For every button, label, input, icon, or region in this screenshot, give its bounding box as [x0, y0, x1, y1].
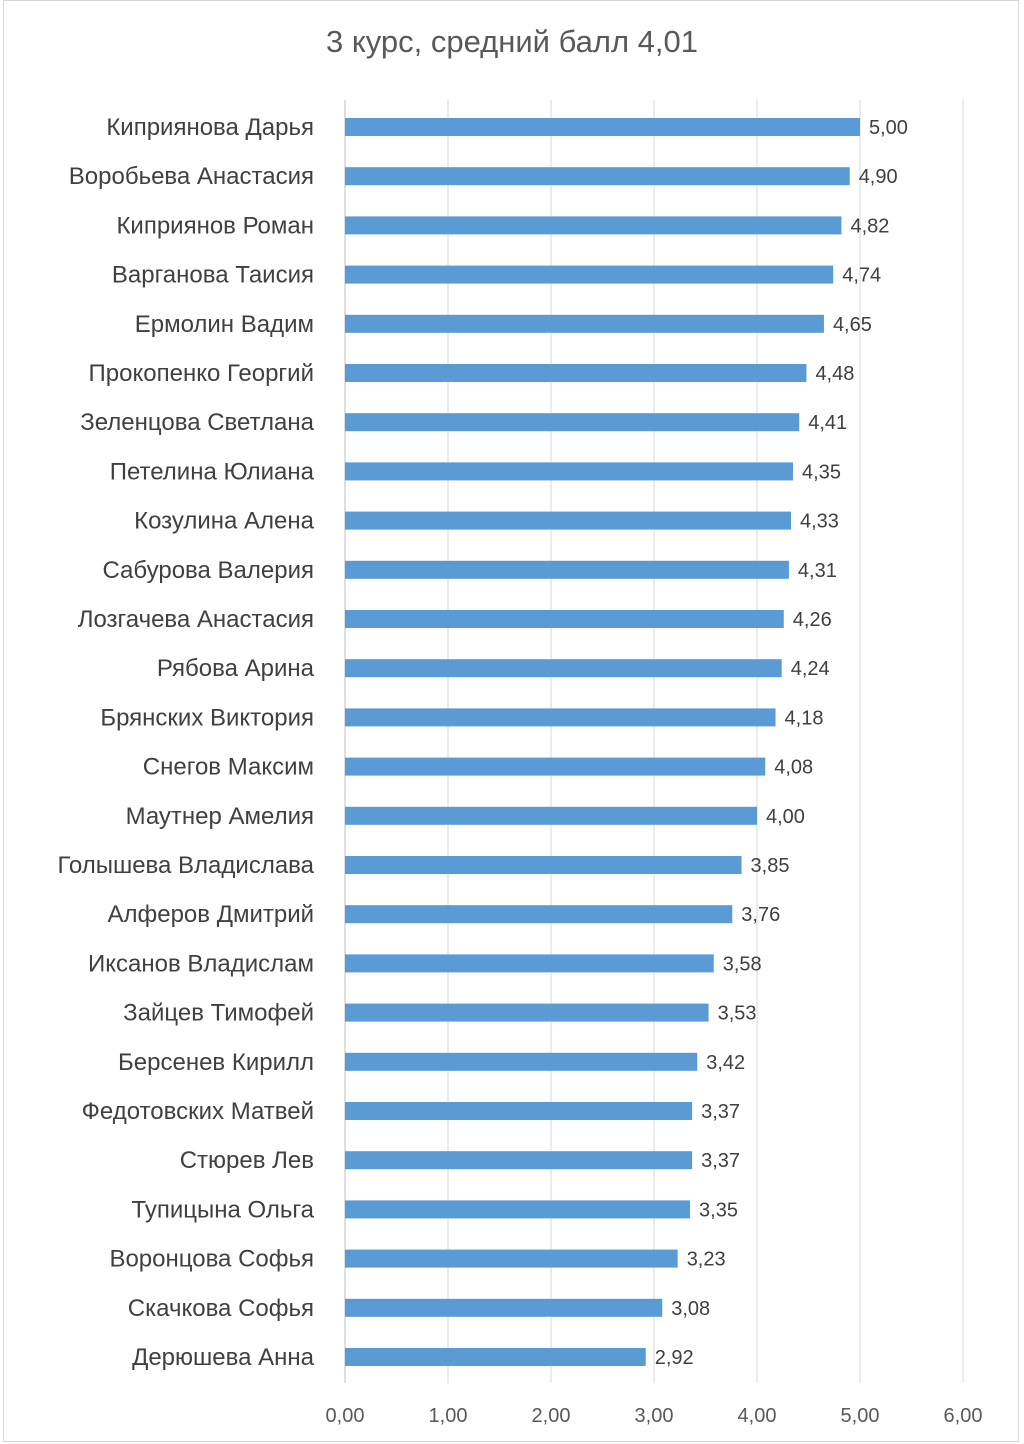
bar	[345, 1249, 678, 1268]
value-label: 4,00	[766, 806, 805, 828]
bar	[345, 216, 842, 235]
bar	[345, 1003, 709, 1022]
value-label: 4,65	[833, 314, 872, 336]
bar	[345, 560, 789, 579]
value-label: 4,48	[815, 363, 854, 385]
value-label: 3,08	[671, 1298, 710, 1320]
category-label: Киприянов Роман	[116, 212, 314, 239]
category-label: Зеленцова Светлана	[80, 409, 314, 436]
category-label: Стюрев Лев	[180, 1147, 314, 1174]
category-label: Лозгачева Анастасия	[78, 606, 314, 633]
bar	[345, 659, 782, 678]
bar	[345, 265, 834, 284]
chart-frame	[3, 0, 1019, 1442]
x-tick-label: 0,00	[326, 1405, 365, 1427]
value-label: 4,31	[798, 560, 837, 582]
bar	[345, 462, 794, 481]
bar	[345, 413, 800, 432]
value-label: 4,74	[842, 265, 881, 287]
category-label: Ермолин Вадим	[135, 311, 314, 338]
category-label: Варганова Таисия	[112, 262, 314, 289]
x-tick-label: 3,00	[635, 1405, 674, 1427]
bar	[345, 511, 791, 530]
category-label: Рябова Арина	[157, 655, 315, 682]
category-label: Воробьева Анастасия	[69, 163, 314, 190]
value-label: 3,53	[718, 1003, 757, 1025]
category-label: Скачкова Софья	[128, 1295, 314, 1322]
value-label: 4,33	[800, 511, 839, 533]
value-label: 4,41	[808, 412, 847, 434]
value-label: 3,23	[687, 1249, 726, 1271]
chart-title: 3 курс, средний балл 4,01	[325, 24, 699, 59]
category-label: Брянских Виктория	[100, 704, 314, 731]
bar	[345, 708, 776, 727]
value-label: 5,00	[869, 117, 908, 139]
value-label: 4,35	[802, 461, 841, 483]
value-label: 4,08	[774, 757, 813, 779]
value-label: 4,24	[791, 658, 830, 680]
bar	[345, 1102, 693, 1120]
bar	[345, 118, 860, 136]
bar	[345, 757, 766, 776]
value-label: 3,76	[741, 904, 780, 926]
category-label: Алферов Дмитрий	[107, 901, 314, 928]
bar	[345, 954, 714, 973]
bar	[345, 610, 784, 628]
bar	[345, 1200, 691, 1219]
value-label: 3,37	[701, 1101, 740, 1123]
bar	[345, 167, 850, 186]
category-label: Голышева Владислава	[57, 852, 314, 879]
bar	[345, 856, 742, 874]
category-label: Маутнер Амелия	[126, 803, 314, 830]
bar	[345, 364, 807, 382]
value-label: 4,18	[785, 707, 824, 729]
value-label: 3,58	[723, 953, 762, 975]
x-tick-label: 1,00	[429, 1405, 468, 1427]
value-label: 2,92	[655, 1347, 694, 1369]
category-label: Прокопенко Георгий	[89, 360, 314, 387]
category-label: Петелина Юлиана	[110, 458, 315, 485]
category-label: Зайцев Тимофей	[123, 1000, 314, 1027]
x-tick-label: 4,00	[738, 1405, 777, 1427]
value-label: 3,37	[701, 1150, 740, 1172]
value-label: 3,85	[751, 855, 790, 877]
x-tick-label: 5,00	[841, 1405, 880, 1427]
category-label: Сабурова Валерия	[102, 557, 314, 584]
bar	[345, 1298, 663, 1317]
value-label: 3,35	[699, 1199, 738, 1221]
value-label: 4,26	[793, 609, 832, 631]
category-label: Иксанов Владислам	[88, 950, 314, 977]
bar	[345, 1348, 646, 1366]
bar	[345, 314, 824, 333]
bar	[345, 1151, 693, 1170]
value-label: 4,90	[859, 166, 898, 188]
category-label: Берсенев Кирилл	[118, 1049, 314, 1076]
value-label: 3,42	[706, 1052, 745, 1074]
category-label: Козулина Алена	[134, 508, 315, 535]
x-tick-label: 2,00	[532, 1405, 571, 1427]
bar	[345, 905, 733, 924]
value-label: 4,82	[850, 215, 889, 237]
bar	[345, 806, 757, 825]
category-label: Федотовских Матвей	[82, 1098, 314, 1125]
category-label: Снегов Максим	[143, 754, 314, 781]
category-label: Тупицына Ольга	[132, 1196, 315, 1223]
category-label: Киприянова Дарья	[106, 114, 314, 141]
category-label: Воронцова Софья	[109, 1246, 314, 1273]
x-tick-label: 6,00	[944, 1405, 983, 1427]
bar	[345, 1052, 698, 1071]
category-label: Дерюшева Анна	[132, 1344, 315, 1371]
